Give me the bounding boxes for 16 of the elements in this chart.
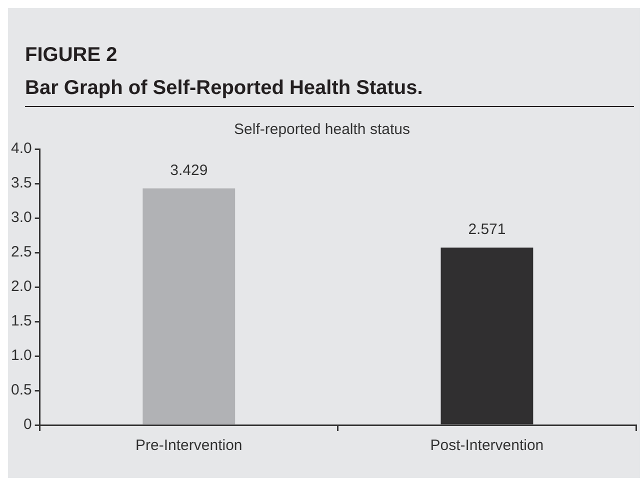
y-tick-label: 2.0 bbox=[10, 278, 32, 296]
y-tick-label: 0.5 bbox=[10, 382, 32, 399]
data-label: 3.429 bbox=[170, 162, 208, 180]
y-tick-label: 4.0 bbox=[10, 140, 32, 158]
y-tick-label: 1.5 bbox=[10, 312, 32, 330]
y-tick-label: 1.0 bbox=[10, 347, 32, 364]
y-tick-label: 2.5 bbox=[10, 244, 32, 261]
y-tick-label: 3.5 bbox=[10, 174, 32, 192]
x-tick-label: Post-Intervention bbox=[430, 437, 544, 454]
x-tick-label: Pre-Intervention bbox=[136, 437, 242, 454]
data-label: 2.571 bbox=[468, 221, 506, 238]
caption: FIGURE 2 bbox=[25, 44, 118, 67]
text: Bar Graph of Self-Reported Health Status. bbox=[25, 77, 634, 107]
chart-title: Self-reported health status bbox=[234, 121, 410, 138]
y-tick-label: 0 bbox=[24, 416, 32, 434]
y-tick-label: 3.0 bbox=[10, 209, 32, 226]
